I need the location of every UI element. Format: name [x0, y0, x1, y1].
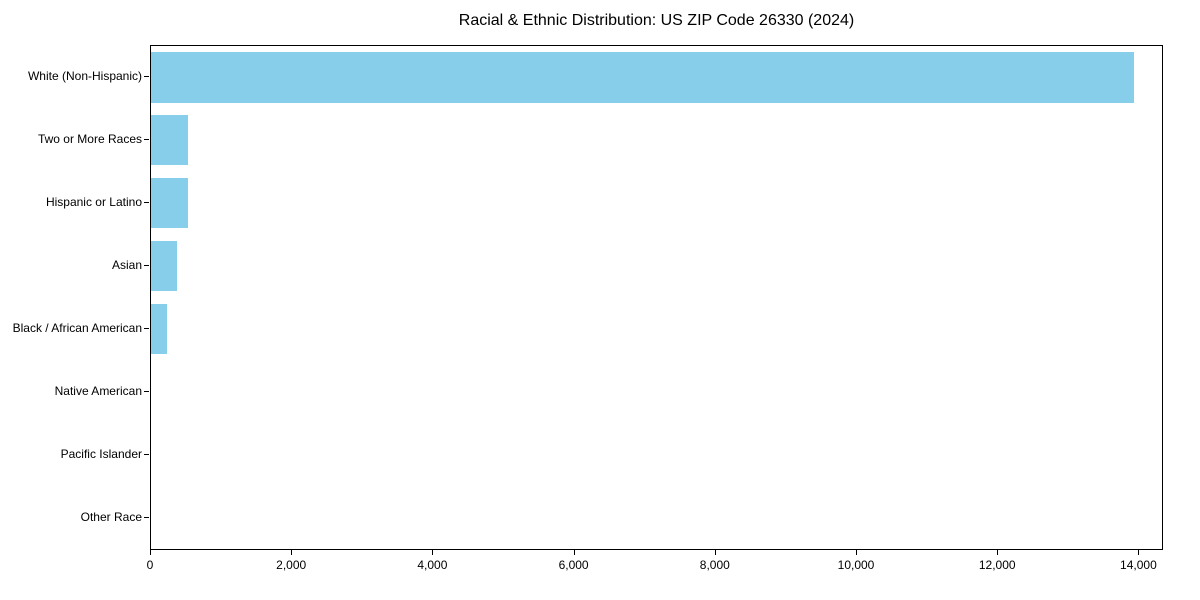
- chart-title: Racial & Ethnic Distribution: US ZIP Cod…: [458, 12, 855, 29]
- x-tick-mark: [150, 550, 151, 555]
- y-axis-label: Pacific Islander: [60, 446, 142, 461]
- y-tick-mark: [144, 265, 149, 267]
- chart-bar: [151, 115, 189, 166]
- x-tick-mark: [291, 550, 293, 555]
- x-axis-tick-label: 0: [146, 558, 154, 572]
- x-axis-tick-label: 2,000: [276, 558, 307, 572]
- chart-bar: [151, 52, 1134, 103]
- x-axis-tick-label: 6,000: [558, 558, 589, 572]
- x-axis-tick-label: 12,000: [978, 558, 1016, 572]
- x-tick-mark: [432, 550, 434, 555]
- x-axis-tick-label: 10,000: [837, 558, 875, 572]
- y-axis-label: Black / African American: [12, 320, 142, 335]
- x-axis-tick-label: 8,000: [699, 558, 730, 572]
- y-axis-label: White (Non-Hispanic): [27, 69, 142, 84]
- y-tick-mark: [144, 453, 149, 455]
- y-axis-label: Asian: [111, 258, 142, 273]
- x-tick-mark: [856, 550, 857, 555]
- x-tick-mark: [714, 550, 716, 555]
- plot-area: [150, 45, 1163, 550]
- x-axis-tick-label: 4,000: [417, 558, 448, 572]
- y-axis-label: Two or More Races: [37, 132, 142, 147]
- y-tick-mark: [144, 390, 149, 392]
- y-tick-mark: [144, 516, 149, 518]
- chart-bar: [151, 303, 168, 355]
- y-tick-mark: [144, 327, 149, 329]
- y-tick-mark: [144, 76, 149, 78]
- y-tick-mark: [144, 202, 149, 204]
- y-axis-label: Hispanic or Latino: [45, 195, 142, 210]
- chart-bar: [151, 240, 178, 292]
- x-tick-mark: [573, 550, 575, 555]
- x-tick-mark: [997, 550, 999, 555]
- x-tick-mark: [1138, 550, 1140, 555]
- x-axis-tick-label: 14,000: [1120, 558, 1157, 572]
- y-axis-label: Other Race: [80, 509, 142, 524]
- y-tick-mark: [144, 139, 149, 141]
- chart-bar: [151, 178, 188, 229]
- y-axis-label: Native American: [54, 383, 142, 398]
